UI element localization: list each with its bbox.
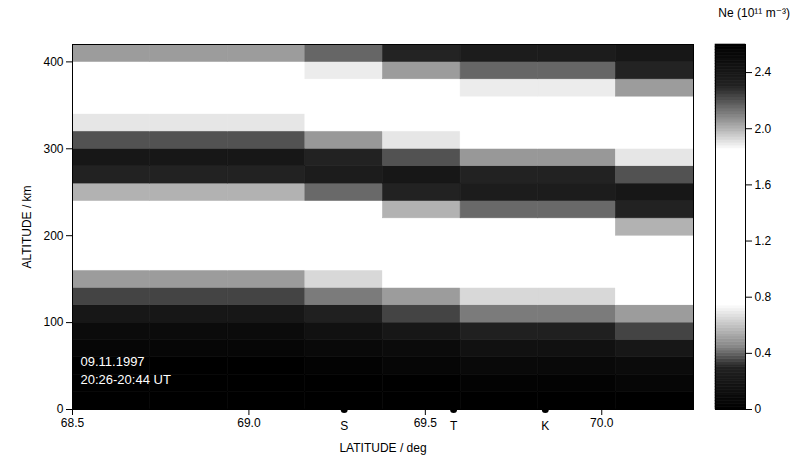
svg-text:K: K <box>541 419 549 433</box>
svg-text:68.5: 68.5 <box>61 416 85 430</box>
svg-text:2.4: 2.4 <box>755 65 772 79</box>
svg-text:1.6: 1.6 <box>755 178 772 192</box>
svg-text:ALTITUDE / km: ALTITUDE / km <box>20 185 34 268</box>
svg-text:100: 100 <box>43 315 63 329</box>
svg-text:2.0: 2.0 <box>755 122 772 136</box>
svg-text:0.4: 0.4 <box>755 346 772 360</box>
svg-text:0: 0 <box>57 402 64 416</box>
svg-text:69.5: 69.5 <box>414 416 438 430</box>
svg-text:1.2: 1.2 <box>755 234 772 248</box>
svg-text:LATITUDE / deg: LATITUDE / deg <box>339 441 426 455</box>
svg-text:20:26-20:44 UT: 20:26-20:44 UT <box>81 372 171 387</box>
svg-text:T: T <box>450 419 458 433</box>
svg-text:70.0: 70.0 <box>590 416 614 430</box>
html-text:Ne (10¹¹ m⁻³): Ne (10¹¹ m⁻³) <box>718 6 790 20</box>
svg-text:200: 200 <box>43 229 63 243</box>
svg-text:09.11.1997: 09.11.1997 <box>81 354 145 369</box>
svg-text:300: 300 <box>43 142 63 156</box>
svg-text:0: 0 <box>755 402 762 416</box>
svg-text:S: S <box>340 419 348 433</box>
svg-text:0.8: 0.8 <box>755 290 772 304</box>
svg-text:69.0: 69.0 <box>237 416 261 430</box>
svg-text:400: 400 <box>43 55 63 69</box>
